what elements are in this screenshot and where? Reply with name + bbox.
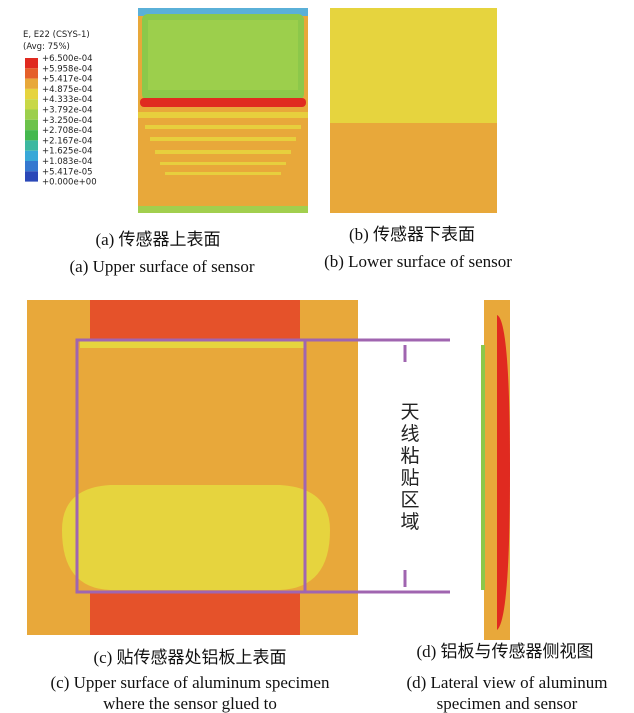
caption-en: (c) Upper surface of aluminum specimen (51, 673, 330, 692)
annotation-char: 贴 (400, 467, 419, 489)
color-band (25, 120, 38, 130)
legend-label: +5.417e-05 (42, 167, 93, 177)
color-band (25, 68, 38, 78)
caption-en: where the sensor glued to (103, 694, 277, 713)
annotation-char: 域 (400, 511, 419, 533)
caption-en: specimen and sensor (437, 694, 578, 713)
legend-label: +2.708e-04 (42, 126, 93, 136)
legend-label: +0.000e+00 (42, 178, 97, 188)
legend-label: +4.333e-04 (42, 95, 93, 105)
color-band (25, 130, 38, 140)
legend-label: +5.417e-04 (42, 75, 93, 85)
figure: E, E22 (CSYS-1) (Avg: 75%) +6.500e-04+5.… (0, 0, 634, 713)
color-band (25, 140, 38, 150)
legend-label: +2.167e-04 (42, 136, 93, 146)
legend-label: +1.625e-04 (42, 147, 93, 157)
legend-label: +6.500e-04 (42, 54, 93, 64)
plot-c (27, 300, 450, 635)
legend-label: +4.875e-04 (42, 85, 93, 95)
legend-labels: +6.500e-04+5.958e-04+5.417e-04+4.875e-04… (42, 54, 97, 188)
annotation-char: 区 (400, 489, 419, 511)
caption-cn: (c) 贴传感器处铝板上表面 (93, 648, 286, 667)
caption-cn: (a) 传感器上表面 (95, 230, 220, 249)
plot-b (330, 8, 497, 213)
caption-cn: (d) 铝板与传感器侧视图 (416, 642, 593, 661)
color-band (25, 171, 38, 181)
color-band (25, 99, 38, 109)
color-band (25, 58, 38, 68)
legend-label: +5.958e-04 (42, 64, 93, 74)
annotation-char: 粘 (400, 445, 419, 467)
legend-label: +3.792e-04 (42, 106, 93, 116)
color-band (25, 79, 38, 89)
color-band (25, 151, 38, 161)
caption-en: (d) Lateral view of aluminum (406, 673, 607, 692)
caption-en: (a) Upper surface of sensor (69, 257, 254, 276)
color-band (25, 161, 38, 171)
color-band (25, 110, 38, 120)
plot-a (138, 8, 308, 213)
color-bar (25, 58, 38, 182)
caption-cn: (b) 传感器下表面 (349, 225, 475, 244)
legend-subtitle: (Avg: 75%) (23, 42, 70, 52)
annotation-char: 天 (400, 401, 419, 423)
color-band (25, 89, 38, 99)
legend-label: +3.250e-04 (42, 116, 93, 126)
caption-en: (b) Lower surface of sensor (324, 252, 512, 271)
plot-d (481, 300, 510, 640)
legend-title: E, E22 (CSYS-1) (23, 30, 90, 40)
legend-label: +1.083e-04 (42, 157, 93, 167)
annotation-char: 线 (400, 423, 419, 445)
